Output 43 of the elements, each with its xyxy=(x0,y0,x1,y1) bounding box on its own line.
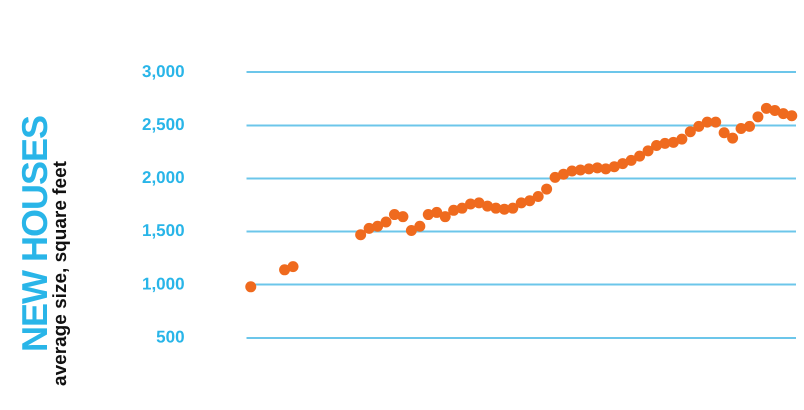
point xyxy=(634,150,646,162)
point xyxy=(752,111,764,122)
y-tick-label: 2,000 xyxy=(142,168,185,188)
point xyxy=(406,225,417,236)
point xyxy=(524,195,536,206)
point xyxy=(456,202,468,214)
point xyxy=(642,145,654,156)
point xyxy=(245,281,256,292)
point xyxy=(288,261,299,272)
point xyxy=(550,172,561,183)
point xyxy=(684,126,696,138)
point xyxy=(626,154,637,166)
point xyxy=(668,136,679,148)
point xyxy=(532,191,544,202)
point xyxy=(414,220,426,232)
y-tick-label: 1,500 xyxy=(142,221,185,240)
point xyxy=(744,120,756,132)
point xyxy=(786,110,798,122)
point xyxy=(397,211,408,222)
point xyxy=(279,264,290,276)
point xyxy=(693,120,704,132)
point xyxy=(727,132,738,144)
point xyxy=(431,206,442,218)
point xyxy=(364,222,375,234)
point xyxy=(474,197,485,208)
y-tick-label: 500 xyxy=(156,327,185,346)
y-tick-label: 2,500 xyxy=(142,115,185,134)
y-tick-label: 3,000 xyxy=(142,62,185,81)
point xyxy=(372,220,384,232)
point xyxy=(710,116,722,128)
point xyxy=(355,229,366,240)
point xyxy=(676,134,688,145)
y-axis-title: average size, square feet xyxy=(50,161,72,386)
point xyxy=(617,158,628,170)
point xyxy=(718,127,730,138)
point xyxy=(541,184,552,195)
y-tick-label: 1,000 xyxy=(142,274,185,294)
point xyxy=(608,161,620,172)
point xyxy=(440,211,451,222)
point xyxy=(558,168,570,180)
point xyxy=(380,216,392,228)
point xyxy=(769,104,780,116)
point xyxy=(507,202,518,214)
